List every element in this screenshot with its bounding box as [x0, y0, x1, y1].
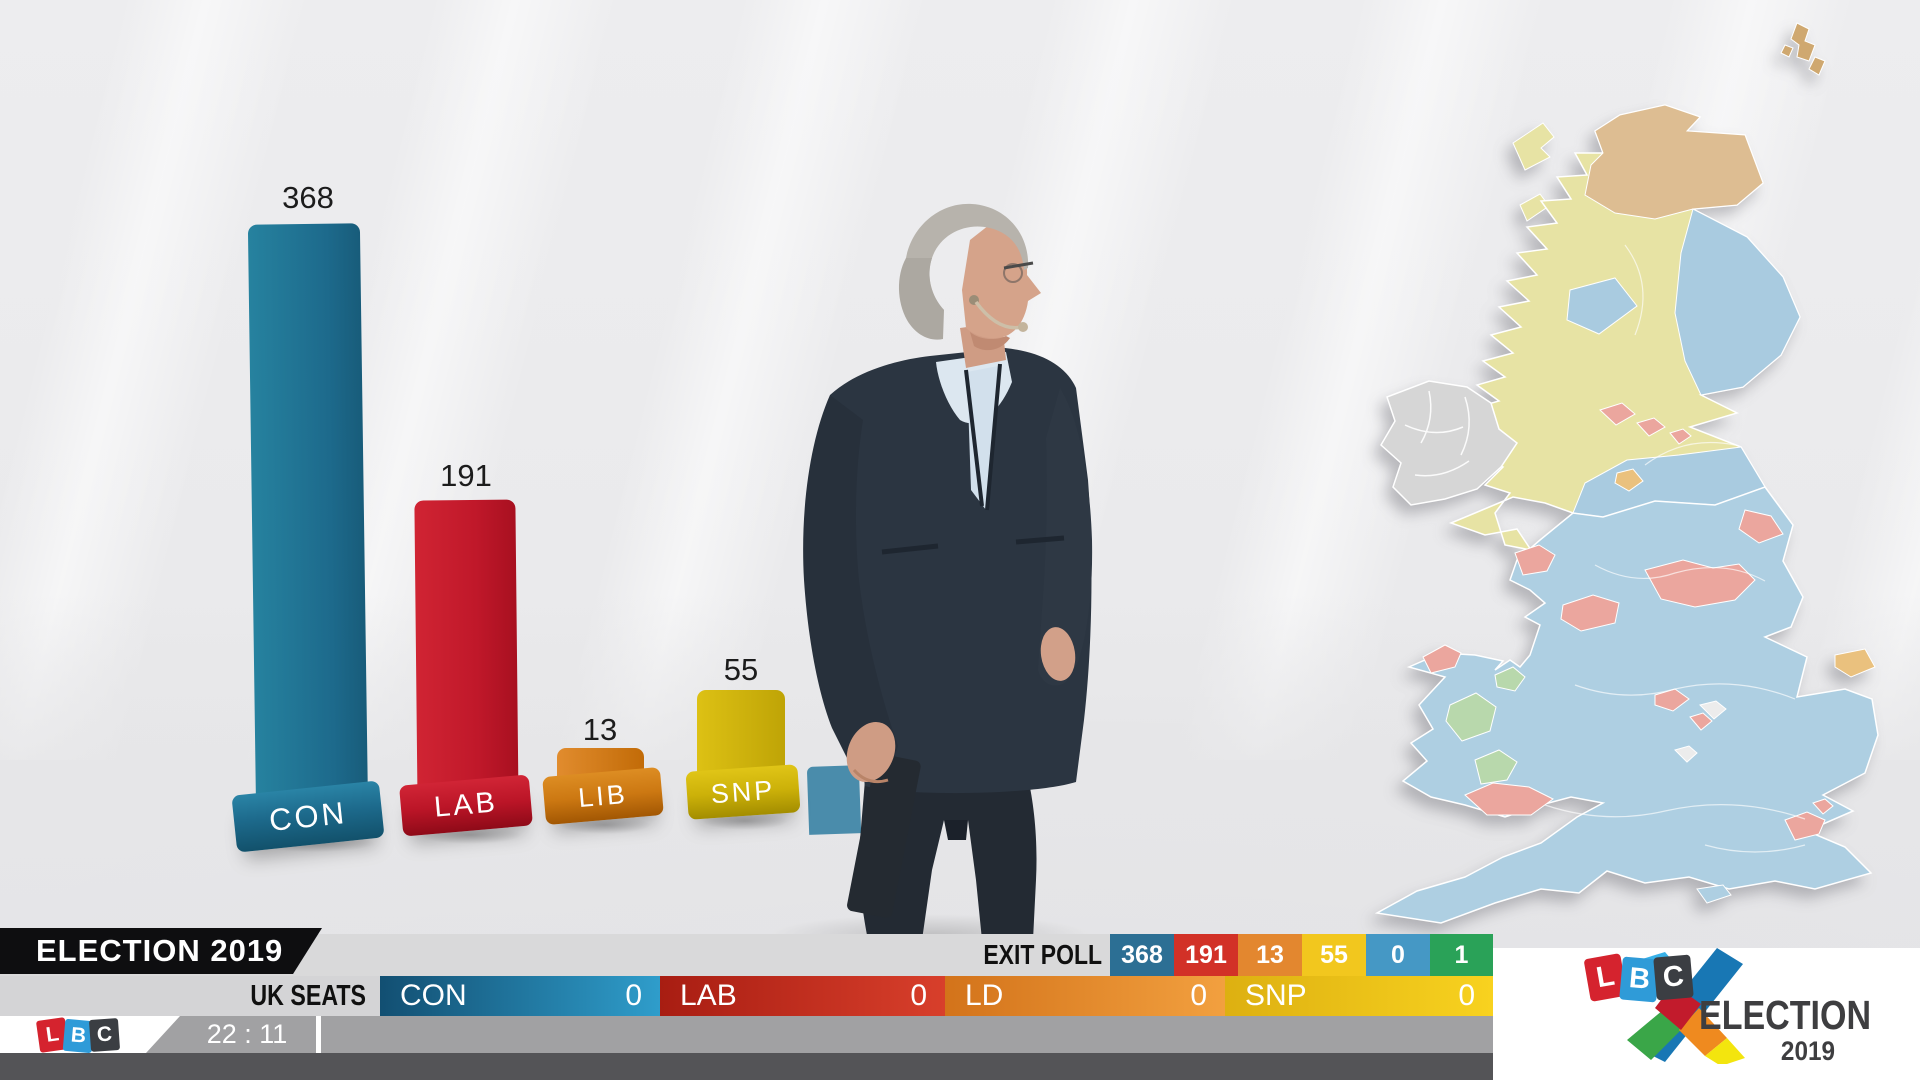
- bar-lab: [414, 499, 519, 813]
- bar-value-lab: 191: [440, 458, 492, 493]
- seat-party-ld: LD: [965, 979, 1004, 1012]
- logo-year-text: 2019: [1780, 1036, 1835, 1066]
- uk-seats-label: UK SEATS: [250, 980, 366, 1012]
- headline-banner: ELECTION 2019: [0, 928, 322, 974]
- seat-segment-snp: SNP 0: [1225, 976, 1493, 1016]
- exit-poll-box-con: 368: [1110, 934, 1174, 976]
- clock-time: 22 : 11: [206, 1019, 288, 1049]
- bar-con: [247, 223, 369, 815]
- exit-poll-box-ld: 13: [1238, 934, 1302, 976]
- seat-count-ld: 0: [1190, 979, 1207, 1012]
- seat-segment-con: CON 0: [380, 976, 660, 1016]
- lbc-logo-letter-c: C: [88, 1018, 121, 1052]
- seat-count-snp: 0: [1458, 979, 1475, 1012]
- bar-value-snp: 55: [723, 652, 759, 687]
- seat-segment-ld: LD 0: [945, 976, 1225, 1016]
- exit-poll-label: EXIT POLL: [983, 939, 1102, 970]
- lbc-logo-letter-c: C: [1653, 954, 1694, 1001]
- exit-poll-box-green: 1: [1430, 934, 1493, 976]
- lower-third-base-strip: [0, 1053, 1493, 1080]
- seat-party-snp: SNP: [1245, 979, 1307, 1012]
- bar-label-lib: LIB: [542, 766, 664, 826]
- exit-poll-box-lab: 191: [1174, 934, 1238, 976]
- logo-election-text: ELECTION: [1699, 992, 1872, 1038]
- uk-results-map: [1374, 22, 1879, 924]
- seat-segment-lab: LAB 0: [660, 976, 945, 1016]
- seat-count-con: 0: [625, 979, 642, 1012]
- clock-bar: 22 : 11: [146, 1016, 1493, 1053]
- bar-value-lib: 13: [582, 712, 618, 747]
- seat-tracker-strip: UK SEATS CON 0 LAB 0 LD 0 SNP 0: [0, 976, 1493, 1016]
- bar-value-con: 368: [282, 180, 334, 215]
- exit-poll-box-snp: 55: [1302, 934, 1366, 976]
- clock-strip: L B C 22 : 11: [0, 1016, 1493, 1054]
- presenter-silhouette: [803, 203, 1093, 940]
- lbc-election-logo-box: L B C ELECTION 2019: [1493, 948, 1920, 1080]
- seat-party-con: CON: [400, 979, 467, 1012]
- exit-poll-box-other-blue: 0: [1366, 934, 1430, 976]
- seat-party-lab: LAB: [680, 979, 737, 1012]
- clock-divider: [316, 1016, 321, 1053]
- seat-count-lab: 0: [910, 979, 927, 1012]
